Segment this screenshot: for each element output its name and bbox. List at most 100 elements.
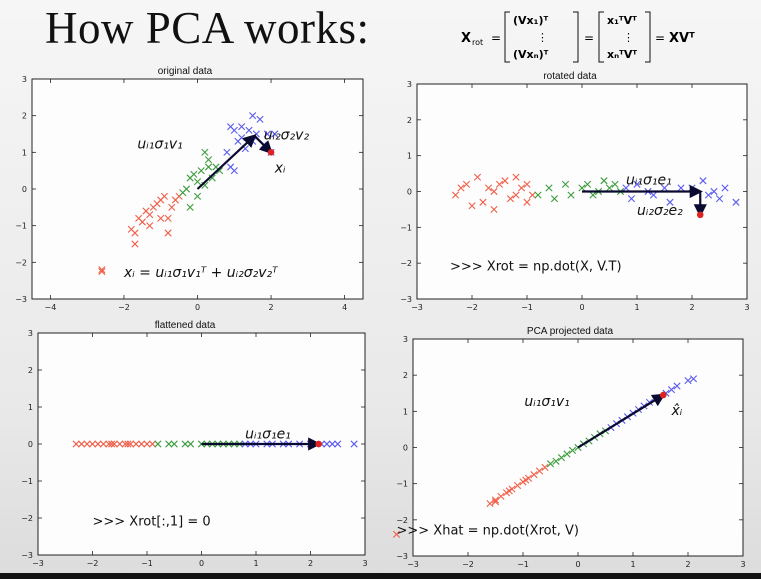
- math-annotation: uᵢ₁σ₁v₁: [137, 137, 182, 153]
- data-point-blue: [223, 148, 231, 156]
- x-tick-label: 0: [199, 559, 204, 568]
- data-point-blue: [660, 184, 669, 192]
- highlight-point: [696, 211, 704, 219]
- x-tick-label: 2: [269, 303, 274, 312]
- y-tick-label: −2: [400, 259, 412, 268]
- formula-eq-2: =: [584, 31, 594, 45]
- formula-lhs-sub: rot: [472, 38, 483, 47]
- y-tick-label: 1: [22, 148, 27, 157]
- math-annotation: uᵢ₁σ₁v₁: [524, 394, 569, 410]
- bracket-right-2: [645, 11, 651, 63]
- data-point-red: [137, 440, 146, 448]
- data-point-blue: [238, 123, 246, 131]
- data-point-red: [127, 440, 135, 448]
- chart-title: PCA projected data: [526, 326, 614, 337]
- y-tick-label: 0: [403, 444, 408, 453]
- data-point-red: [98, 266, 106, 274]
- data-point-red: [541, 463, 549, 471]
- data-point-red: [512, 173, 520, 181]
- y-tick-label: −1: [15, 222, 27, 231]
- highlight-point: [315, 440, 322, 448]
- data-point-green: [215, 167, 224, 175]
- m1-row-3: (Vxₙ)ᵀ: [513, 48, 549, 61]
- data-point-green: [605, 184, 614, 192]
- m2-row-1: x₁ᵀVᵀ: [607, 14, 637, 27]
- data-point-green: [193, 192, 202, 200]
- y-tick-label: −2: [15, 258, 27, 267]
- data-point-red: [94, 440, 102, 448]
- data-point-red: [107, 440, 116, 448]
- data-point-blue: [328, 440, 336, 448]
- data-point-red: [513, 481, 522, 490]
- x-tick-label: −3: [411, 303, 423, 312]
- data-point-green: [567, 191, 575, 199]
- y-tick-label: 2: [403, 371, 408, 380]
- data-point-green: [201, 148, 209, 156]
- x-tick-label: 3: [362, 559, 367, 568]
- m1-row-2: ⋮: [537, 31, 548, 44]
- data-point-blue: [334, 440, 342, 448]
- x-tick-label: −1: [517, 560, 529, 569]
- data-point-red: [164, 214, 172, 222]
- x-tick-label: 1: [634, 303, 639, 312]
- data-point-green: [557, 454, 566, 462]
- data-point-red: [138, 218, 146, 226]
- y-tick-label: 3: [22, 75, 27, 84]
- y-tick-label: −2: [396, 516, 408, 525]
- y-tick-label: 1: [403, 407, 408, 416]
- data-point-green: [568, 446, 577, 454]
- data-point-green: [578, 184, 586, 192]
- data-point-blue: [704, 191, 713, 199]
- math-annotation: uᵢ₂σ₂v₂: [264, 128, 310, 144]
- x-tick-label: −2: [466, 303, 478, 312]
- data-point-red: [157, 214, 165, 222]
- y-tick-label: −3: [400, 295, 412, 304]
- x-tick-label: −1: [141, 559, 153, 568]
- data-point-green: [193, 178, 202, 186]
- data-point-red: [505, 487, 513, 495]
- data-point-red: [72, 440, 80, 448]
- vector-arrow: [577, 393, 666, 449]
- data-point-blue: [323, 440, 331, 448]
- data-point-green: [589, 191, 597, 199]
- data-point-red: [530, 471, 538, 479]
- data-point-red: [523, 180, 531, 188]
- x-tick-label: −4: [44, 303, 56, 312]
- data-point-green: [545, 184, 553, 192]
- data-point-green: [154, 440, 162, 448]
- rotation-formula: X rot = (Vx₁)ᵀ ⋮ (Vxₙ)ᵀ = x₁ᵀVᵀ ⋮ xₙᵀVᵀ …: [461, 11, 695, 63]
- math-annotation: x̂ᵢ: [671, 403, 683, 419]
- data-point-red: [105, 440, 113, 448]
- data-point-green: [583, 180, 592, 188]
- data-point-green: [170, 440, 178, 448]
- m1-row-1: (Vx₁)ᵀ: [513, 14, 548, 27]
- slide-title: How PCA works:: [45, 3, 370, 53]
- data-point-blue: [699, 177, 707, 185]
- data-point-red: [535, 467, 544, 475]
- data-point-red: [495, 180, 504, 188]
- data-point-blue: [673, 382, 681, 390]
- data-point-blue: [350, 440, 358, 448]
- data-point-blue: [689, 375, 698, 383]
- vector-arrow: [196, 134, 257, 190]
- y-tick-label: −2: [21, 514, 33, 523]
- bracket-left-2: [598, 11, 604, 63]
- data-point-blue: [677, 184, 685, 192]
- data-point-blue: [245, 126, 253, 134]
- x-tick-label: 2: [685, 560, 690, 569]
- y-tick-label: 3: [28, 329, 33, 338]
- x-tick-label: −2: [118, 303, 130, 312]
- data-point-blue: [627, 195, 636, 203]
- data-point-red: [78, 440, 86, 448]
- data-point-green: [534, 191, 542, 199]
- data-point-green: [600, 177, 608, 185]
- math-annotation: uᵢ₂σ₂e₂: [637, 203, 683, 219]
- data-point-blue: [649, 191, 658, 199]
- x-tick-label: 2: [689, 303, 694, 312]
- y-tick-label: −1: [396, 480, 408, 489]
- data-point-blue: [715, 195, 724, 203]
- data-point-blue: [249, 112, 257, 120]
- data-point-red: [124, 440, 132, 448]
- data-point-blue: [633, 180, 641, 188]
- x-tick-label: 3: [740, 560, 745, 569]
